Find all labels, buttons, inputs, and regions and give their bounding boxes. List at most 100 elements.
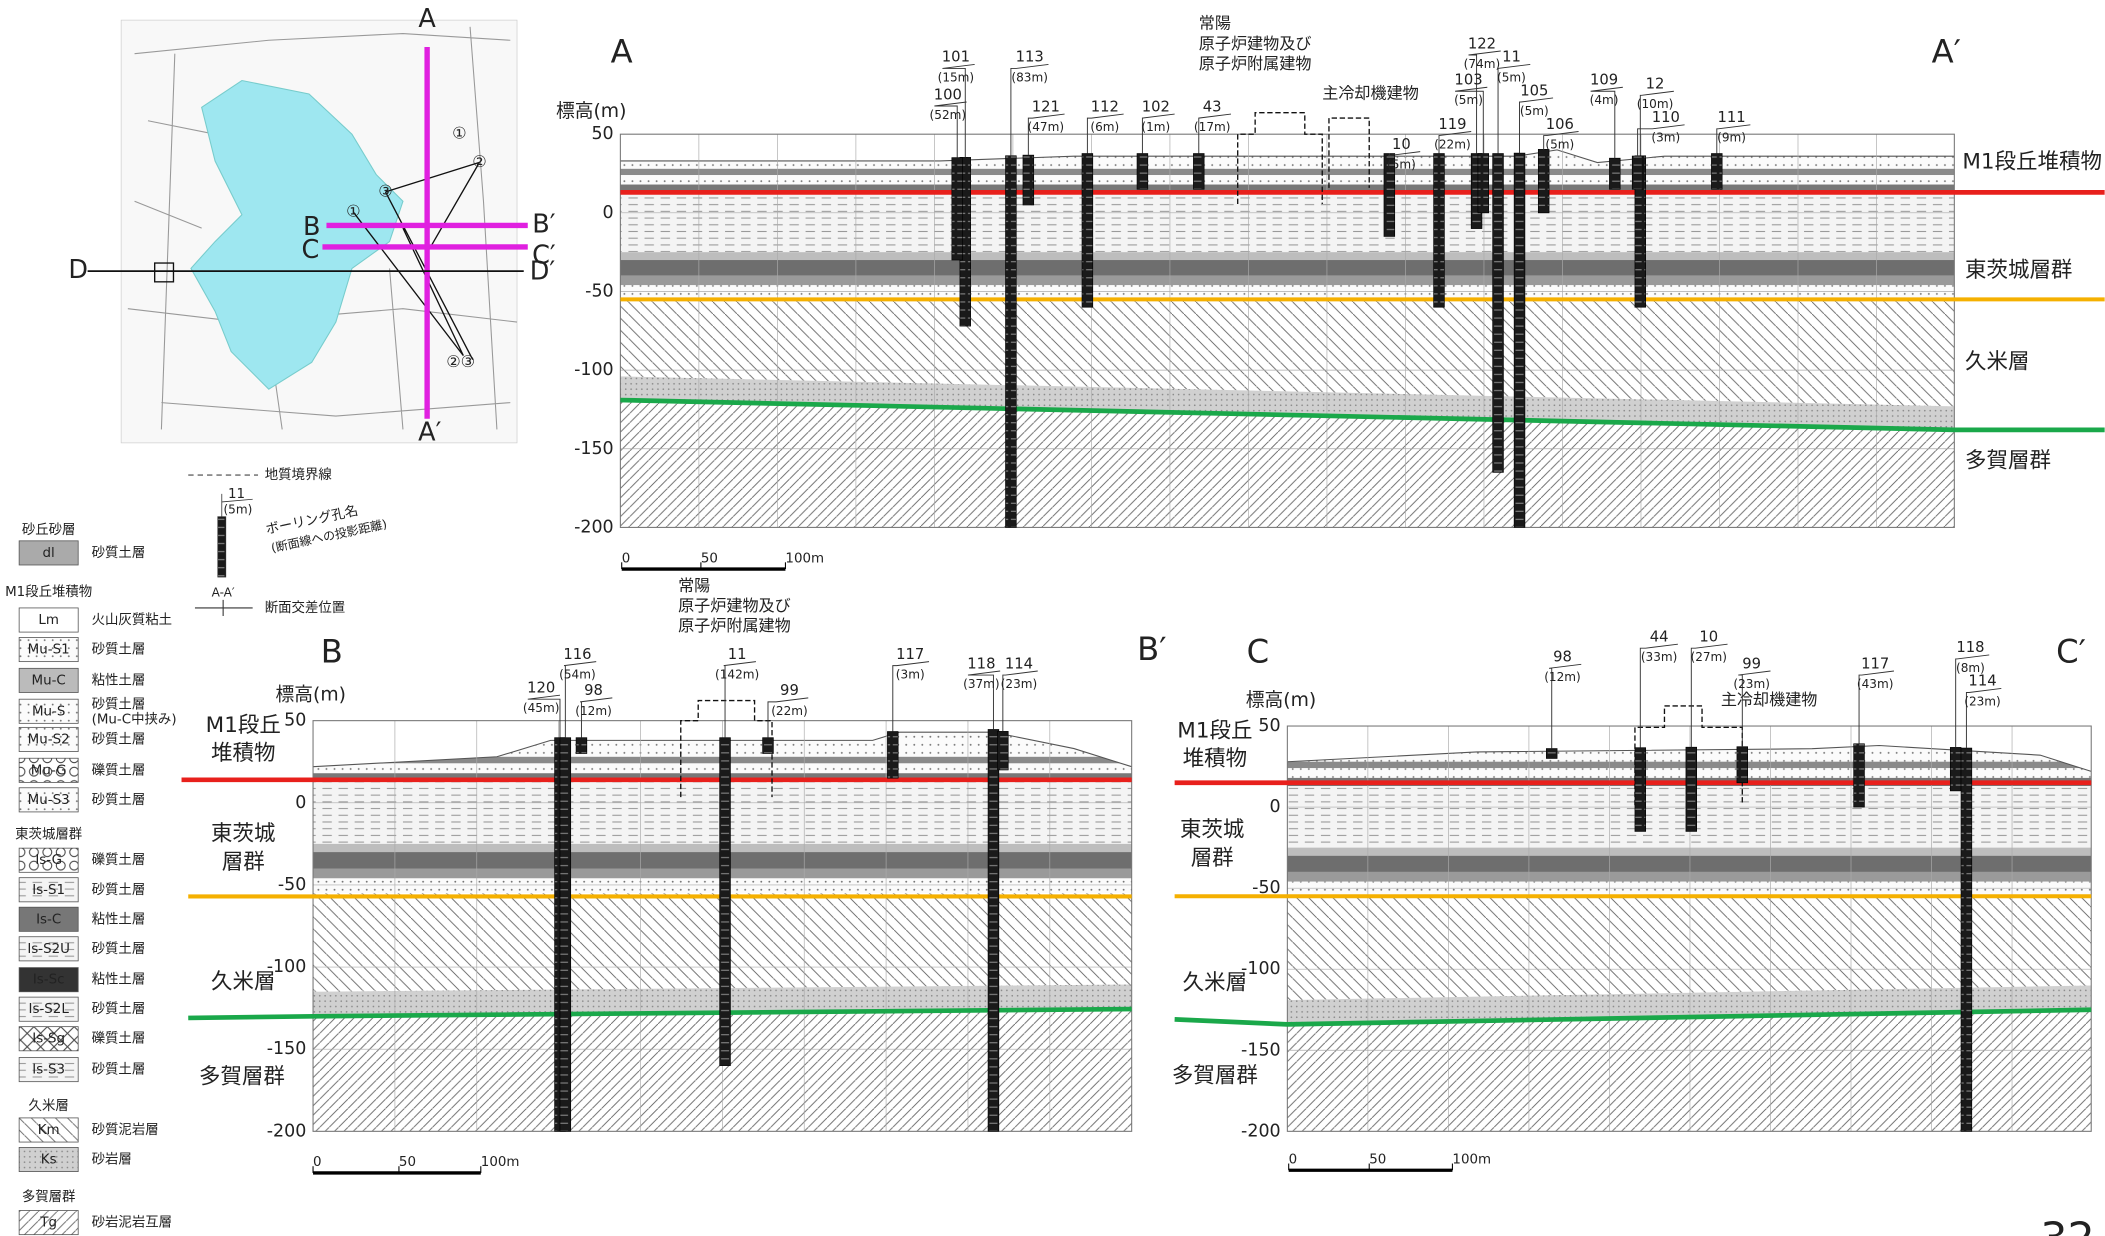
map-circled-number: ②③ — [446, 352, 475, 371]
section-frame — [619, 133, 1955, 528]
section-label: C′ — [2056, 633, 2086, 671]
borehole-distance: (10m) — [1637, 97, 1674, 111]
unit-label: 久米層 — [1183, 971, 1247, 996]
stratum-km — [620, 299, 1955, 407]
borehole — [1492, 153, 1504, 473]
scale-label: 50 — [399, 1155, 416, 1170]
unit-label: 層群 — [1191, 846, 1234, 871]
borehole-name: 122 — [1468, 35, 1496, 52]
scale-label: 100m — [481, 1155, 520, 1170]
borehole — [1081, 153, 1094, 308]
legend-code: Is-Sg — [32, 1032, 65, 1047]
cross-section: 50 0 -50 -100 -150 -200 常陽原子炉建物及び原子炉附属建物主冷却機建物… — [556, 14, 2105, 571]
borehole — [887, 731, 899, 779]
borehole-distance: (3m) — [1651, 131, 1680, 145]
building-label: 常陽 — [1199, 14, 1231, 33]
borehole-name: 118 — [967, 655, 995, 672]
borehole-name: 119 — [1438, 116, 1466, 133]
borehole-name: 100 — [934, 86, 962, 103]
borehole-distance: (4m) — [1590, 93, 1619, 107]
stratum-tg — [1287, 1009, 2092, 1132]
legend-code: Is-S2U — [27, 942, 70, 957]
map-section-label: B — [303, 212, 320, 242]
map-section-label: A — [418, 4, 436, 34]
legend-code: dl — [43, 546, 55, 561]
borehole-name: 98 — [1553, 649, 1572, 666]
map-building — [154, 262, 175, 283]
stratum-band — [1287, 871, 2092, 882]
stratum-band — [620, 192, 1955, 253]
borehole-leader — [1497, 63, 1531, 154]
borehole — [997, 731, 1009, 771]
section-label: B′ — [1137, 630, 1166, 668]
borehole-leader — [580, 697, 613, 738]
legend-code: Mu-S3 — [28, 793, 70, 808]
legend-code: Mu-S2 — [28, 732, 70, 747]
lake — [190, 79, 404, 390]
stratum-band — [620, 260, 1955, 276]
building-label: 常陽 — [678, 576, 710, 595]
borehole-distance: (47m) — [1028, 120, 1065, 134]
unit-label: 堆積物 — [211, 741, 275, 766]
legend-swatch — [18, 757, 79, 783]
stratum-band — [620, 168, 1955, 176]
legend-swatch — [18, 637, 79, 663]
borehole-distance: (22m) — [1434, 137, 1471, 151]
map-section-label: B′ — [532, 209, 555, 239]
borehole-leader — [1387, 151, 1421, 157]
legend-desc: 砂質土層 — [92, 697, 146, 713]
borehole — [1949, 747, 1962, 792]
stratum-band — [620, 184, 1955, 193]
scale-label: 100m — [1452, 1153, 1491, 1168]
legend-desc: 礫質土層 — [92, 762, 146, 778]
borehole-distance: (1m) — [1141, 120, 1170, 134]
borehole-distance: (22m) — [771, 704, 808, 718]
borehole-leader — [1543, 131, 1579, 150]
building-outline — [1237, 112, 1323, 204]
legend-desc: 粘性土層 — [92, 672, 146, 688]
borehole-leader — [892, 661, 930, 732]
legend-desc: 粘性土層 — [92, 972, 146, 988]
legend-swatch — [18, 698, 79, 724]
unit-label: 多賀層群 — [1172, 1063, 1258, 1088]
borehole-distance: (5m) — [1497, 70, 1526, 84]
unit-label: M1段丘 — [1177, 718, 1252, 743]
unit-label: M1段丘堆積物 — [1962, 149, 2102, 174]
borehole-leader — [767, 697, 809, 738]
y-tick-label: -100 — [574, 360, 614, 380]
boundary-kume — [188, 1006, 1132, 1021]
section-label: B — [321, 633, 343, 671]
scale-label: 50 — [1369, 1153, 1386, 1168]
scale-label: 0 — [622, 551, 631, 566]
legend-code: Is-S3 — [32, 1063, 65, 1078]
y-tick-label: -50 — [278, 875, 306, 895]
unit-label: 東茨城 — [211, 822, 275, 847]
borehole-distance: (43m) — [1857, 677, 1894, 691]
y-tick-label: 50 — [591, 124, 613, 144]
legend-desc: 火山灰質粘土 — [92, 612, 172, 628]
borehole-distance: (6m) — [1090, 120, 1119, 134]
borehole — [1685, 746, 1698, 832]
borehole — [1433, 153, 1445, 308]
borehole — [1711, 153, 1723, 190]
unit-label: 久米層 — [211, 969, 275, 994]
borehole-name: 43 — [1203, 98, 1222, 115]
borehole — [1736, 746, 1749, 784]
borehole-leader — [1639, 643, 1678, 748]
building-label: 主冷却機建物 — [1322, 83, 1419, 102]
legend-swatch — [18, 936, 79, 962]
borehole-leader — [1455, 86, 1488, 154]
section-frame — [312, 720, 1133, 1132]
borehole — [1022, 154, 1035, 206]
cross-symbol-label: A-A′ — [212, 586, 235, 600]
borehole-distance: (27m) — [1690, 650, 1727, 664]
boundary-kume — [620, 397, 2105, 433]
legend-desc: 砂質土層 — [92, 941, 146, 957]
borehole-leader — [527, 694, 561, 738]
borehole-distance: (37m) — [963, 677, 1000, 691]
legend-swatch — [18, 1026, 79, 1052]
borehole-name: 116 — [563, 646, 591, 663]
